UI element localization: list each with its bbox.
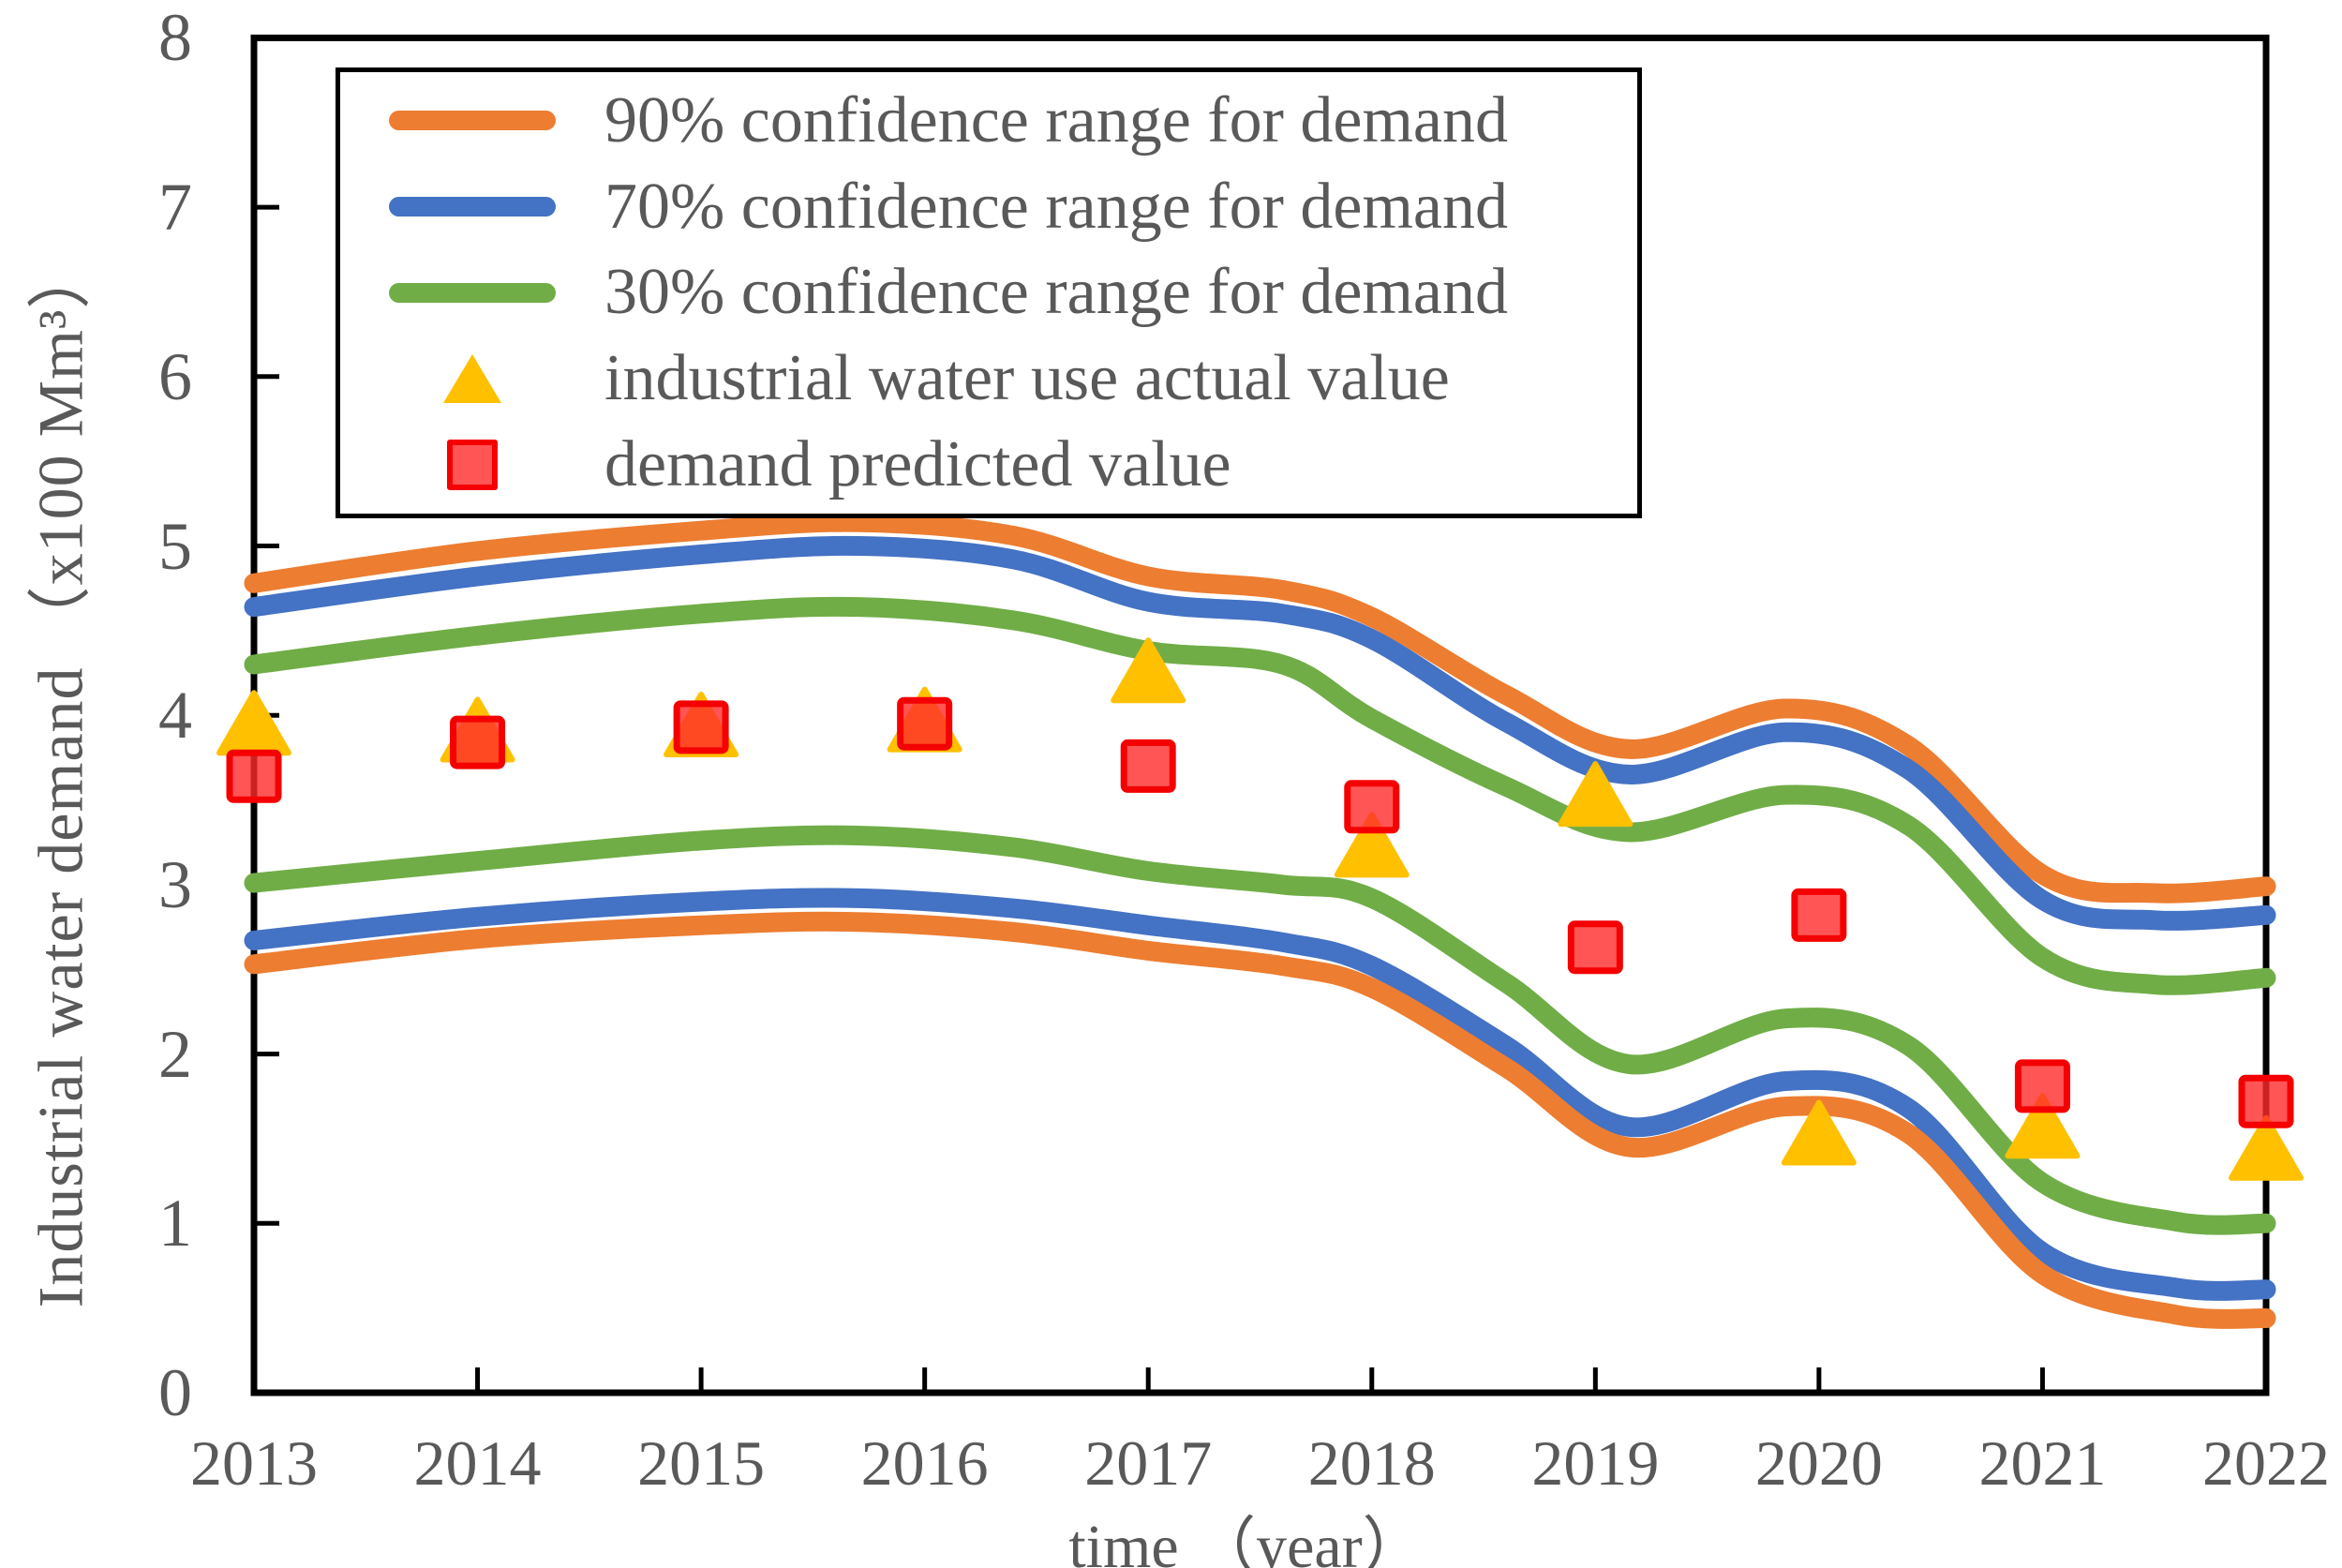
y-tick-label: 6 — [158, 338, 192, 414]
x-tick-label: 2014 — [413, 1427, 542, 1499]
legend-item-30-band: 30% confidence range for demand — [340, 250, 1637, 336]
legend-item-70-band: 70% confidence range for demand — [340, 164, 1637, 250]
y-tick-label: 8 — [158, 0, 192, 76]
band-30-upper-curve — [244, 596, 2276, 995]
actual-value-triangle-marker — [1111, 637, 1186, 704]
predicted-value-square-marker — [2238, 1074, 2294, 1128]
legend-triangle-marker-icon — [340, 354, 604, 404]
legend-square-marker-icon — [340, 440, 604, 491]
predicted-value-square-marker — [1791, 888, 1847, 942]
x-tick-label: 2013 — [190, 1427, 318, 1499]
x-tick-label: 2019 — [1531, 1427, 1660, 1499]
y-tick-label: 3 — [158, 846, 192, 922]
predicted-value-square-marker — [2014, 1059, 2070, 1113]
x-tick-label: 2015 — [637, 1427, 766, 1499]
actual-value-triangle-marker — [1558, 761, 1633, 828]
y-axis-title: Industrial water demand （x100 Mm³） — [24, 244, 97, 1308]
x-tick-label: 2021 — [1978, 1427, 2107, 1499]
legend-item-predicted-value: demand predicted value — [340, 422, 1637, 508]
legend-90-line-swatch — [340, 111, 604, 131]
x-tick-label: 2022 — [2202, 1427, 2330, 1499]
legend-70-line-swatch — [340, 197, 604, 217]
x-tick-label: 2016 — [860, 1427, 989, 1499]
y-tick-label: 7 — [158, 170, 192, 246]
x-tick-label: 2017 — [1084, 1427, 1213, 1499]
predicted-value-square-marker — [673, 700, 729, 754]
legend-item-90-band: 90% confidence range for demand — [340, 78, 1637, 164]
y-tick-label: 0 — [158, 1355, 192, 1430]
x-tick-label: 2020 — [1754, 1427, 1883, 1499]
actual-value-triangle-marker — [2005, 1093, 2081, 1159]
band-70-upper-curve — [244, 535, 2276, 931]
legend-item-label: demand predicted value — [604, 428, 1231, 501]
legend-item-label: 30% confidence range for demand — [604, 256, 1509, 329]
predicted-value-square-marker — [897, 696, 953, 751]
chart-legend: 90% confidence range for demand 70% conf… — [336, 67, 1642, 518]
legend-30-line-swatch — [340, 282, 604, 303]
band-70-lower-curve — [244, 888, 2276, 1301]
y-tick-label: 2 — [158, 1016, 192, 1092]
predicted-value-square-marker — [1344, 780, 1400, 834]
x-tick-label: 2018 — [1307, 1427, 1436, 1499]
actual-value-triangle-marker — [1334, 812, 1410, 878]
predicted-value-square-marker — [1567, 920, 1623, 975]
legend-item-label: industrial water use actual value — [604, 342, 1450, 415]
legend-item-label: 70% confidence range for demand — [604, 170, 1509, 243]
actual-value-triangle-marker — [1781, 1099, 1857, 1166]
band-90-upper-curve — [244, 512, 2276, 903]
y-tick-label: 1 — [158, 1186, 192, 1262]
actual-value-triangle-marker — [216, 690, 291, 756]
legend-item-label: 90% confidence range for demand — [604, 83, 1509, 157]
y-tick-label: 5 — [158, 508, 192, 584]
legend-item-actual-value: industrial water use actual value — [340, 336, 1637, 422]
band-90-lower-curve — [244, 911, 2276, 1329]
band-30-lower-curve — [244, 825, 2276, 1235]
predicted-value-square-marker — [226, 749, 282, 803]
x-axis-title: time （year） — [1068, 1513, 1425, 1568]
y-tick-label: 4 — [158, 678, 192, 754]
actual-value-triangle-marker — [2229, 1114, 2304, 1181]
predicted-value-square-marker — [1120, 739, 1176, 793]
predicted-value-square-marker — [450, 715, 506, 769]
